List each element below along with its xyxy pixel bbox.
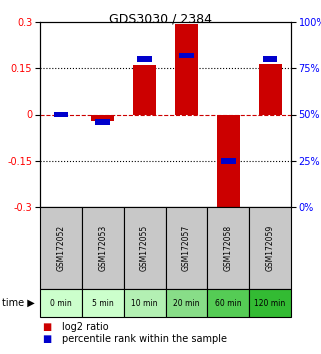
Bar xyxy=(207,207,249,289)
Text: ■: ■ xyxy=(43,322,56,332)
Bar xyxy=(124,207,166,289)
Bar xyxy=(166,289,207,317)
Bar xyxy=(207,289,249,317)
Text: GSM172055: GSM172055 xyxy=(140,225,149,271)
Bar xyxy=(249,207,291,289)
Text: GSM172053: GSM172053 xyxy=(98,225,107,271)
Bar xyxy=(54,112,68,117)
Text: 120 min: 120 min xyxy=(255,298,286,308)
Bar xyxy=(217,114,240,213)
Bar xyxy=(40,289,82,317)
Bar xyxy=(175,24,198,114)
Bar xyxy=(82,207,124,289)
Bar xyxy=(82,289,124,317)
Bar xyxy=(40,207,82,289)
Text: 60 min: 60 min xyxy=(215,298,242,308)
Bar xyxy=(221,158,236,164)
Text: ■: ■ xyxy=(43,334,56,344)
Bar xyxy=(124,289,166,317)
Text: GDS3030 / 2384: GDS3030 / 2384 xyxy=(109,12,212,25)
Text: time ▶: time ▶ xyxy=(2,298,35,308)
Bar xyxy=(91,114,114,121)
Text: 20 min: 20 min xyxy=(173,298,200,308)
Text: 0 min: 0 min xyxy=(50,298,72,308)
Bar xyxy=(259,64,282,114)
Text: GSM172059: GSM172059 xyxy=(265,225,274,271)
Text: log2 ratio: log2 ratio xyxy=(63,322,109,332)
Text: GSM172057: GSM172057 xyxy=(182,225,191,271)
Text: 10 min: 10 min xyxy=(131,298,158,308)
Text: GSM172052: GSM172052 xyxy=(56,225,65,271)
Text: GSM172058: GSM172058 xyxy=(224,225,233,271)
Bar xyxy=(137,56,152,62)
Bar xyxy=(95,119,110,125)
Bar xyxy=(179,52,194,58)
Bar xyxy=(249,289,291,317)
Bar xyxy=(133,65,156,114)
Bar xyxy=(166,207,207,289)
Text: 5 min: 5 min xyxy=(92,298,114,308)
Bar xyxy=(263,56,277,62)
Text: percentile rank within the sample: percentile rank within the sample xyxy=(63,334,228,344)
